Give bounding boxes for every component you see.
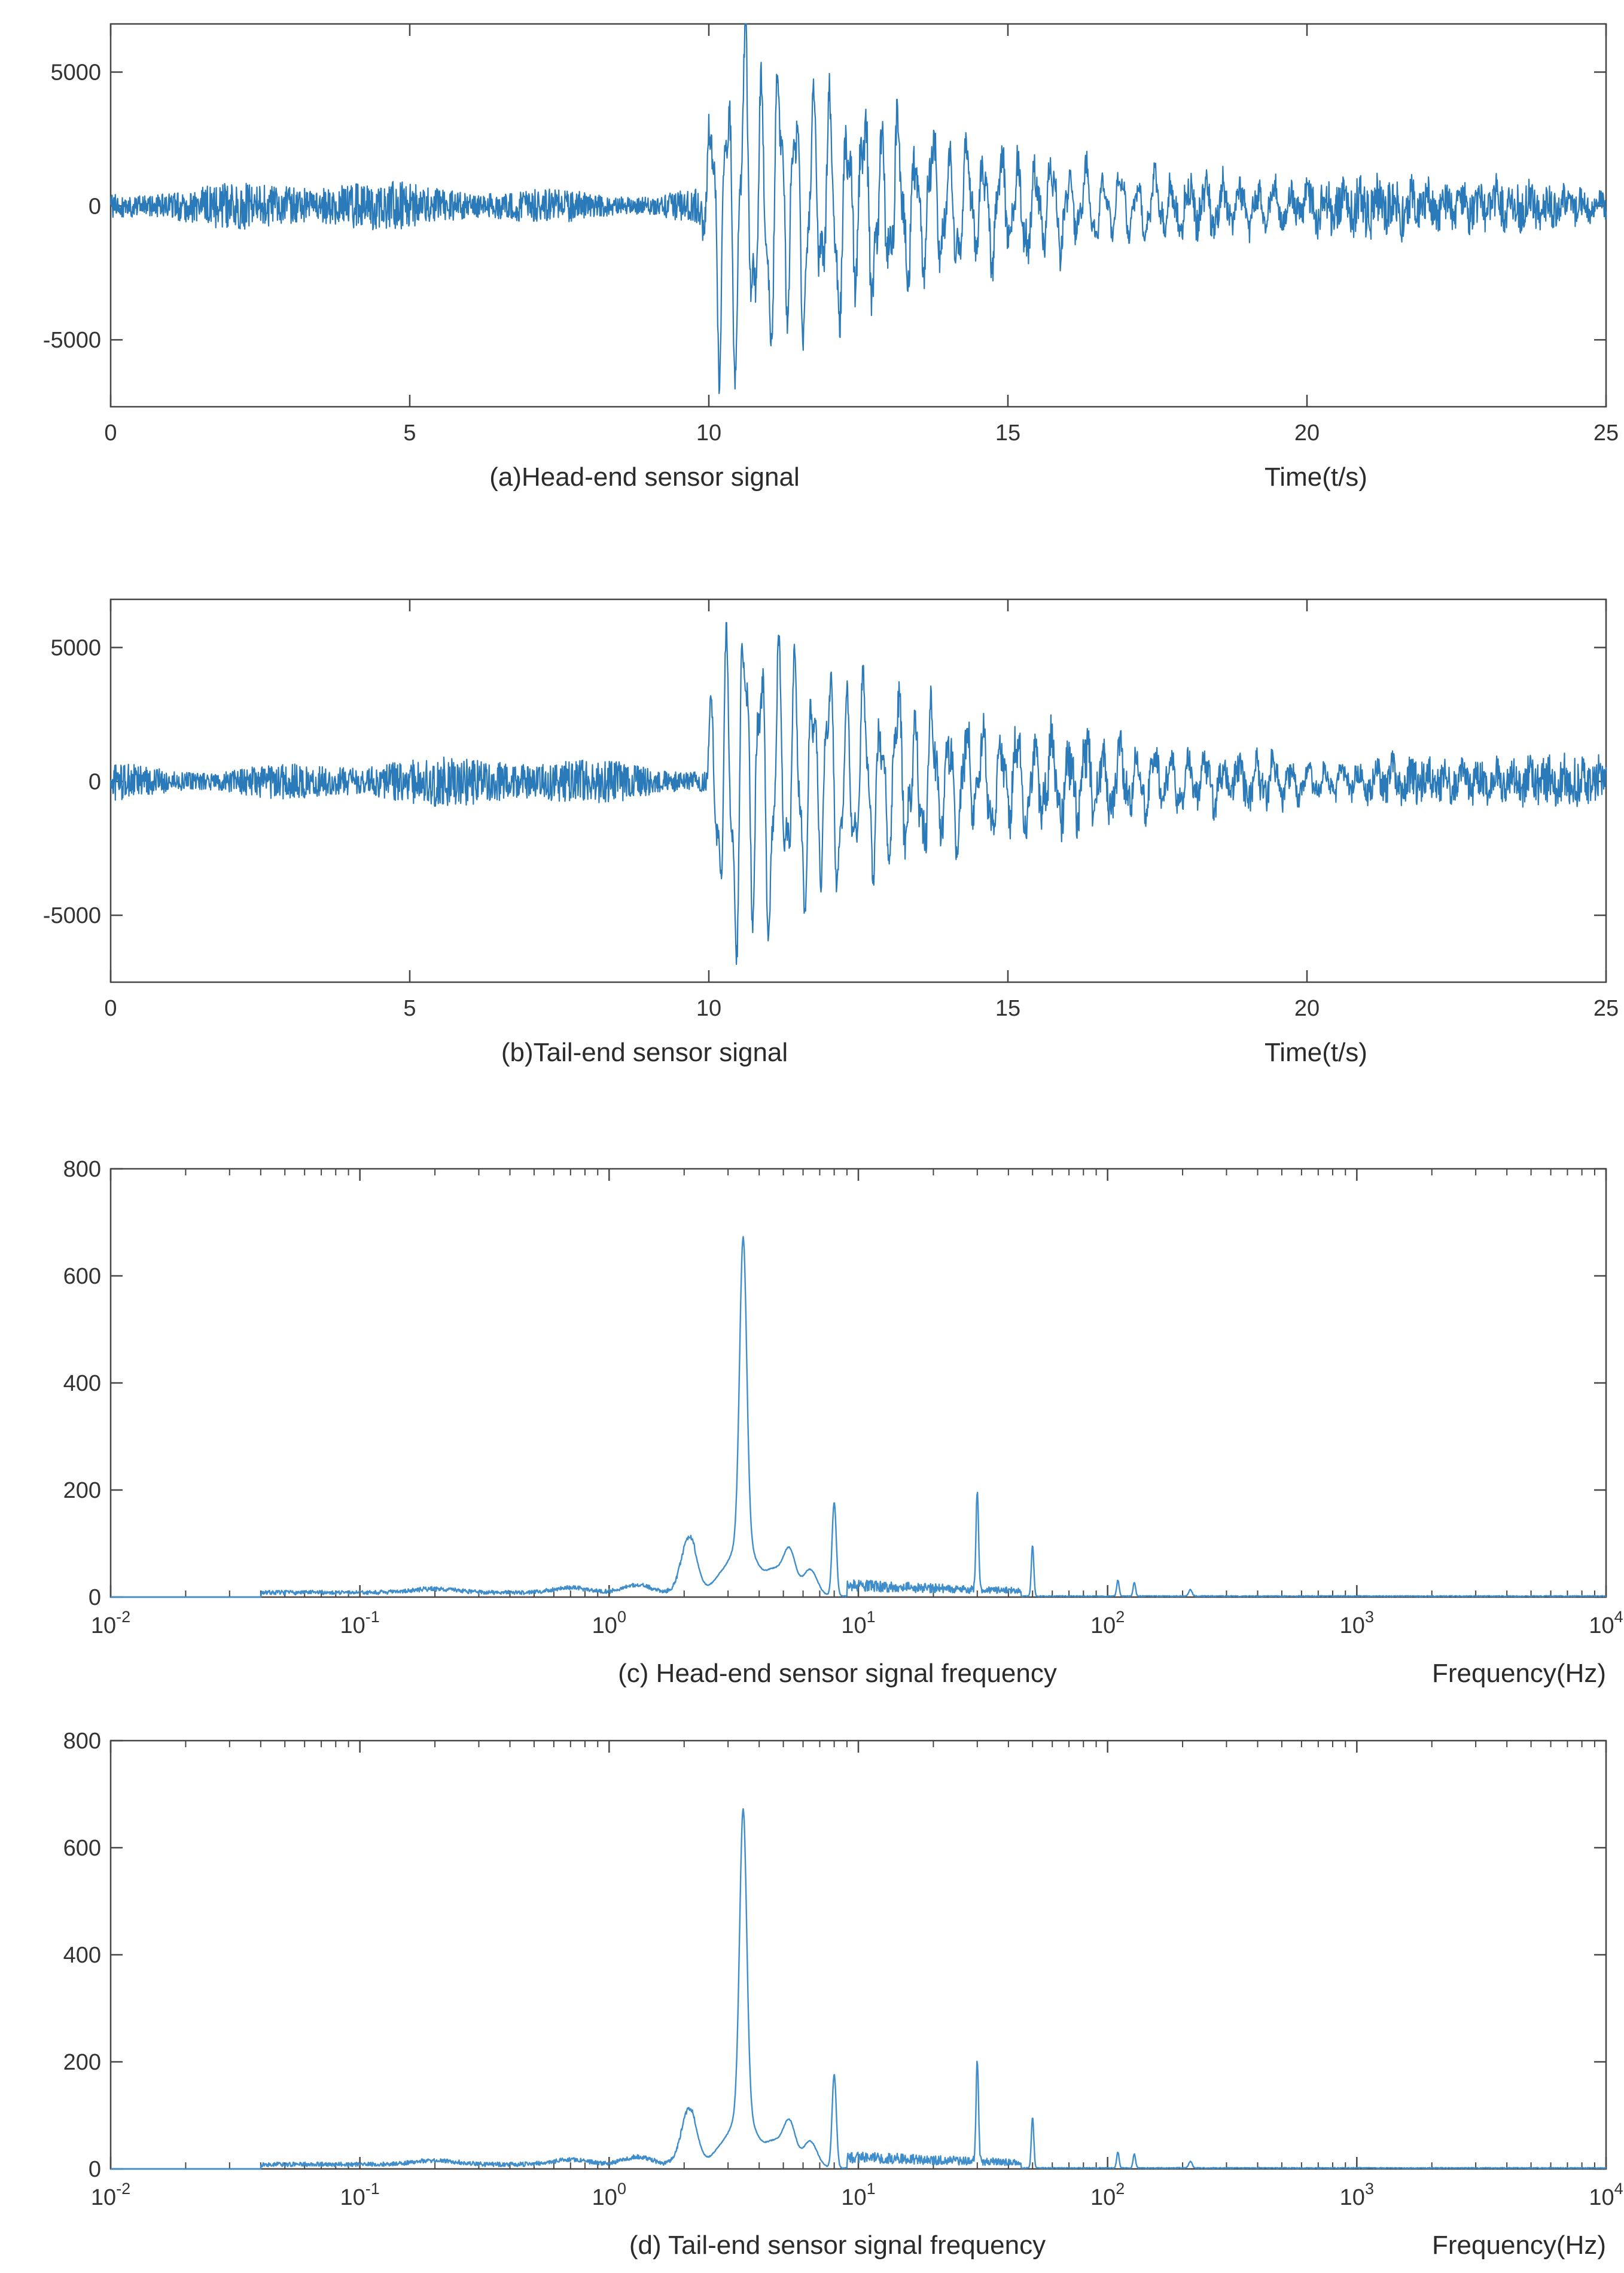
y-tick-label: 400 [63,1371,101,1396]
x-tick-label: 103 [1340,2180,1374,2210]
y-tick-label: 200 [63,2050,101,2075]
x-tick-label: 103 [1340,1608,1374,1638]
frequency-spectrum-trace [110,1808,1607,2170]
x-tick-label: 20 [1294,996,1320,1021]
x-tick-label: 10 [696,996,721,1021]
x-tick-label: 104 [1589,2180,1623,2210]
chart-head-end-frequency: 10-2 10-1 100 101 102 103 104 0 200 400 600 800 (c)… [63,1157,1623,1688]
chart-head-end-time-plot: 0 5 10 15 20 25 -5000 0 5000 [43,23,1619,446]
x-tick-label: 100 [592,2180,626,2210]
y-tick-label: 0 [89,194,101,219]
x-tick-label: 0 [104,996,117,1021]
y-tick-label: 0 [89,2157,101,2182]
x-tick-label: 5 [403,996,416,1021]
y-tick-label: 800 [63,1157,101,1182]
chart-head-end-time: 0 5 10 15 20 25 -5000 0 5000 (a)Head-end sensor … [43,23,1619,492]
x-tick-label: 20 [1294,421,1320,446]
x-tick-label: 102 [1090,1608,1125,1638]
chart-head-end-frequency-caption: (c) Head-end sensor signal frequency [618,1659,1057,1688]
chart-tail-end-time-xaxis-label: Time(t/s) [1265,1038,1367,1067]
x-tick-label: 25 [1593,421,1619,446]
x-tick-label: 104 [1589,1608,1623,1638]
chart-tail-end-time-plot: 0 5 10 15 20 25 -5000 0 5000 [43,598,1619,1021]
chart-tail-end-frequency-xaxis-label: Frequency(Hz) [1432,2231,1606,2260]
x-tick-label: 100 [592,1608,626,1638]
time-signal-trace [109,23,1607,394]
chart-tail-end-time-caption: (b)Tail-end sensor signal [501,1038,788,1067]
y-tick-label: -5000 [43,903,101,928]
chart-head-end-time-caption: (a)Head-end sensor signal [489,462,800,492]
y-tick-label: 0 [89,1585,101,1610]
chart-tail-end-frequency: 10-2 10-1 100 101 102 103 104 0 200 400 600 800 (d)… [63,1729,1623,2260]
chart-tail-end-frequency-caption: (d) Tail-end sensor signal frequency [629,2231,1046,2260]
x-tick-label: 10-2 [91,1608,130,1638]
y-tick-label: 5000 [50,636,101,661]
x-tick-label: 101 [841,1608,875,1638]
y-tick-label: 800 [63,1729,101,1754]
chart-tail-end-frequency-plot: 10-2 10-1 100 101 102 103 104 0 200 400 600 800 [63,1729,1623,2210]
y-tick-label: 400 [63,1943,101,1968]
x-tick-label: 10-1 [340,2180,380,2210]
chart-head-end-frequency-xaxis-label: Frequency(Hz) [1432,1659,1606,1688]
y-tick-label: 600 [63,1836,101,1861]
x-tick-label: 10-2 [91,2180,130,2210]
chart-head-end-frequency-plot: 10-2 10-1 100 101 102 103 104 0 200 400 600 800 [63,1157,1623,1638]
y-tick-label: -5000 [43,328,101,353]
x-tick-label: 10-1 [340,1608,380,1638]
x-tick-label: 102 [1090,2180,1125,2210]
y-tick-label: 600 [63,1264,101,1289]
x-tick-label: 15 [995,996,1020,1021]
y-tick-label: 5000 [50,60,101,86]
chart-tail-end-time: 0 5 10 15 20 25 -5000 0 5000 (b)Tail-end sensor … [43,598,1619,1067]
x-tick-label: 25 [1593,996,1619,1021]
x-tick-label: 10 [696,421,721,446]
x-tick-label: 15 [995,421,1020,446]
x-tick-label: 101 [841,2180,875,2210]
plot-box [109,1739,1607,2170]
plot-box [109,1168,1607,1598]
chart-head-end-time-xaxis-label: Time(t/s) [1265,462,1367,492]
time-signal-trace [109,621,1607,965]
y-tick-label: 200 [63,1478,101,1503]
y-tick-label: 0 [89,769,101,794]
frequency-spectrum-trace [110,1236,1607,1598]
x-tick-label: 0 [104,421,117,446]
x-tick-label: 5 [403,421,416,446]
plot-box [109,598,1607,983]
